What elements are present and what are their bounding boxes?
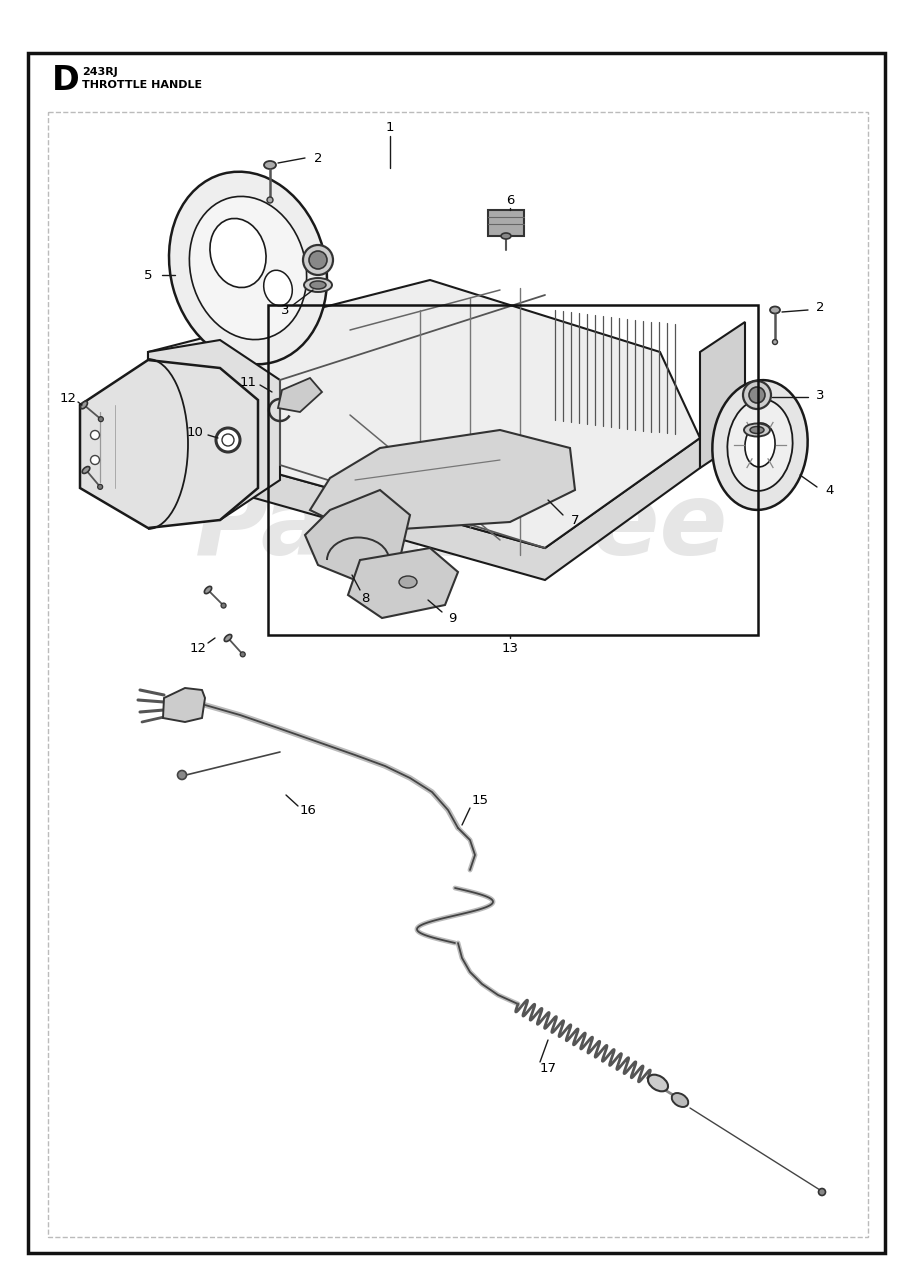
Text: 16: 16 [299,804,317,817]
Text: PartsTree: PartsTree [195,479,729,576]
Text: 12: 12 [59,392,77,404]
Ellipse shape [240,652,246,657]
Text: 8: 8 [361,591,369,604]
Ellipse shape [264,270,292,306]
Text: 243RJ: 243RJ [82,67,118,77]
Text: 17: 17 [540,1061,557,1074]
Polygon shape [148,280,700,548]
Ellipse shape [750,426,764,434]
Ellipse shape [99,417,103,421]
Ellipse shape [304,278,332,292]
Text: 5: 5 [143,269,152,282]
Text: 2: 2 [815,301,824,314]
Ellipse shape [98,484,102,489]
Ellipse shape [90,430,100,439]
Ellipse shape [818,1189,825,1196]
Text: 3: 3 [815,389,824,402]
Ellipse shape [82,466,89,474]
Polygon shape [148,340,280,520]
Text: ™: ™ [570,508,598,536]
Text: 9: 9 [447,612,456,625]
Text: 3: 3 [281,303,289,316]
Text: D: D [52,64,79,96]
Ellipse shape [222,434,234,445]
Ellipse shape [80,401,88,408]
Bar [488,210,524,236]
Ellipse shape [310,282,326,289]
Text: 7: 7 [571,513,579,526]
Ellipse shape [267,197,273,204]
Ellipse shape [712,380,808,509]
Text: 15: 15 [471,794,488,806]
Ellipse shape [501,233,511,239]
Ellipse shape [770,306,780,314]
Polygon shape [80,360,258,529]
Ellipse shape [205,586,212,594]
Ellipse shape [772,339,778,344]
Ellipse shape [225,635,232,641]
Ellipse shape [743,381,771,410]
Ellipse shape [177,771,186,780]
Ellipse shape [399,576,417,588]
Ellipse shape [648,1075,668,1092]
Polygon shape [148,438,700,580]
Text: THROTTLE HANDLE: THROTTLE HANDLE [82,81,202,90]
Polygon shape [348,548,458,618]
Text: 2: 2 [314,151,322,165]
Ellipse shape [90,456,100,465]
Ellipse shape [264,161,276,169]
Text: 10: 10 [186,425,204,439]
Text: 13: 13 [501,641,519,654]
Polygon shape [163,689,205,722]
Text: 1: 1 [386,120,394,133]
Ellipse shape [169,172,327,365]
Bar [268,305,758,635]
Polygon shape [700,323,745,468]
Ellipse shape [728,399,792,492]
Ellipse shape [309,251,327,269]
Ellipse shape [210,219,266,288]
Ellipse shape [744,424,770,436]
Polygon shape [310,430,575,532]
Ellipse shape [672,1093,688,1107]
Ellipse shape [303,244,333,275]
Text: 4: 4 [826,484,834,497]
Text: 12: 12 [190,641,206,654]
Text: 11: 11 [239,375,257,389]
Ellipse shape [221,603,226,608]
Ellipse shape [749,387,765,403]
Bar [48,113,868,1236]
Polygon shape [278,378,322,412]
Text: 6: 6 [506,193,514,206]
Ellipse shape [745,424,775,467]
Ellipse shape [216,428,240,452]
Ellipse shape [189,196,307,339]
Polygon shape [305,490,410,582]
